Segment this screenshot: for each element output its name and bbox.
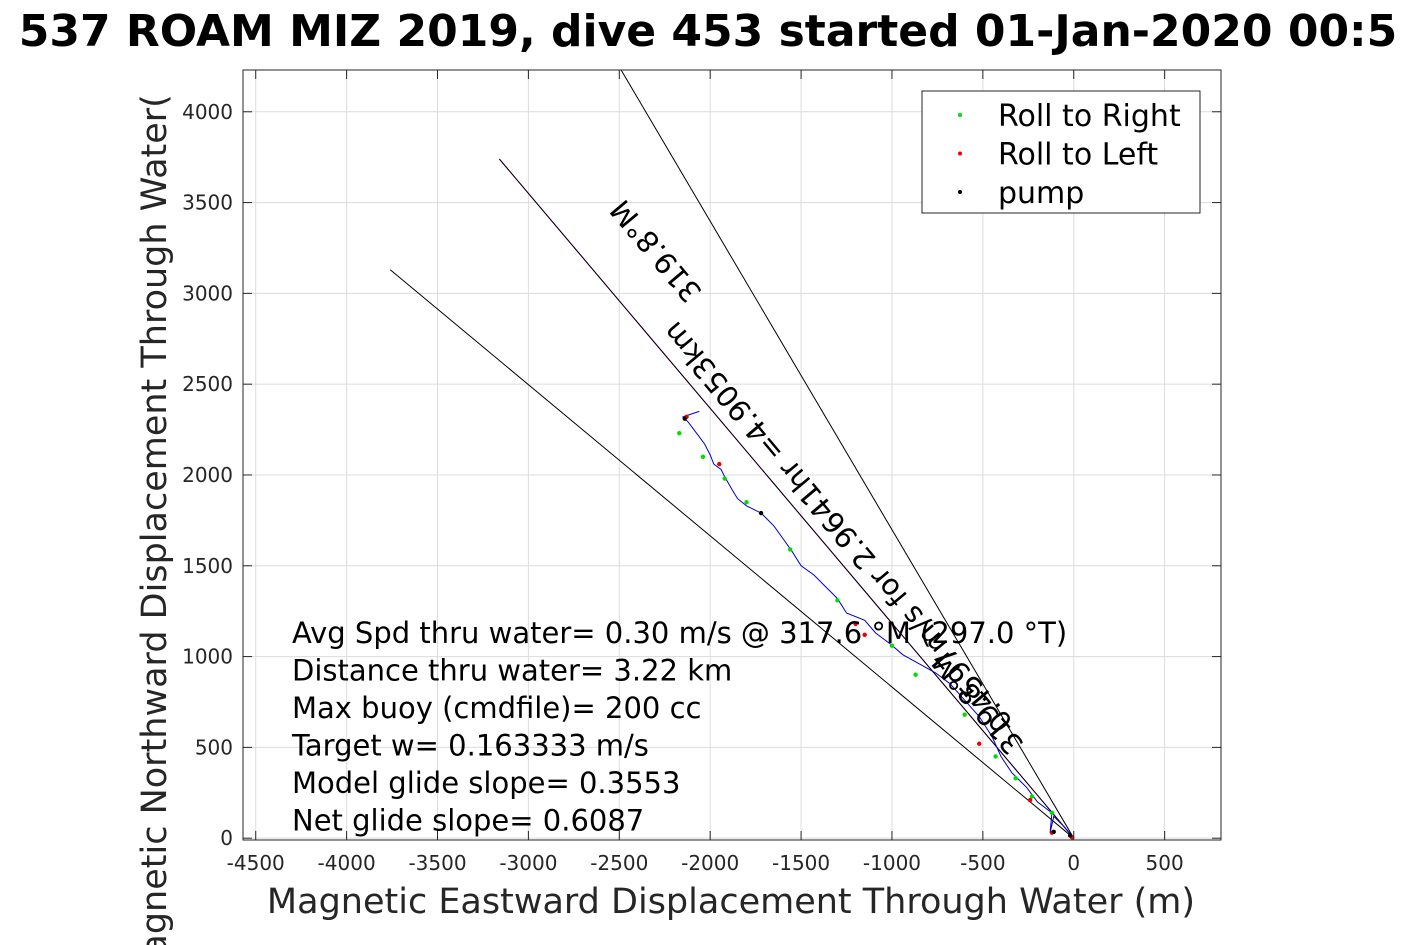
y-tick-label: 1000 (182, 645, 233, 669)
plot-frame (242, 69, 1222, 841)
roll-to-right-point (835, 598, 840, 603)
roll-to-left-point (1027, 797, 1033, 803)
x-tick-label: -2500 (590, 851, 648, 875)
legend-box (921, 90, 1201, 214)
x-tick-label: -3500 (408, 851, 466, 875)
roll-to-right-point (787, 547, 793, 552)
x-tick-label: -4500 (227, 851, 285, 875)
roll-to-left-point (862, 632, 867, 637)
legend-label: Roll to Right (998, 99, 1181, 134)
chart-title: 537 ROAM MIZ 2019, dive 453 started 01-J… (19, 6, 1398, 57)
legend-marker (958, 190, 962, 194)
y-tick-label: 1500 (182, 554, 233, 578)
roll-to-right-point (913, 672, 918, 677)
data-points (677, 414, 1075, 840)
legend-label: pump (998, 176, 1084, 211)
roll-to-left-point (977, 741, 982, 746)
reference-line (498, 158, 1075, 839)
legend-marker (958, 151, 962, 156)
x-tick-label: -2000 (681, 851, 739, 875)
axis-ticks: -4500 -4000 -3500 -3000 -2500 -2000 -1500 -1000… (182, 70, 1221, 875)
x-tick-label: -3000 (499, 851, 557, 875)
reference-line (389, 269, 1075, 839)
roll-to-right-point (1049, 810, 1055, 815)
legend-marker (958, 113, 962, 117)
info-line: Target w= 0.163333 m/s (291, 729, 649, 763)
roll-to-right-point (677, 431, 682, 436)
track-layer (681, 410, 1075, 839)
pump-point (1067, 833, 1073, 838)
roll-to-right-point (1013, 776, 1018, 781)
roll-to-left-point (717, 461, 722, 467)
info-line: Model glide slope= 0.3553 (292, 766, 680, 800)
reference-lines (389, 69, 1075, 839)
x-tick-label: -1500 (772, 851, 830, 875)
info-line: Avg Spd thru water= 0.30 m/s @ 317.6 °M … (292, 616, 1067, 650)
y-tick-label: 500 (195, 735, 233, 759)
x-tick-label: -1000 (863, 851, 921, 875)
y-tick-label: 2500 (182, 372, 233, 396)
info-line: Distance thru water= 3.22 km (292, 654, 732, 688)
roll-to-right-point (889, 643, 895, 648)
x-tick-label: 0 (1067, 851, 1080, 875)
pump-point (758, 510, 764, 516)
pump-point (682, 416, 687, 421)
info-line: Net glide slope= 0.6087 (292, 804, 644, 838)
roll-to-right-point (993, 754, 998, 759)
y-tick-label: 2000 (182, 463, 233, 487)
x-axis-label: Magnetic Eastward Displacement Through W… (267, 882, 1195, 922)
y-tick-label: 0 (220, 826, 233, 850)
y-tick-label: 3000 (182, 281, 233, 305)
info-text-block: Avg Spd thru water= 0.30 m/s @ 317.6 °M … (291, 616, 1067, 838)
roll-to-right-point (700, 454, 706, 460)
legend-label: Roll to Left (998, 138, 1158, 173)
x-tick-label: -500 (960, 851, 1005, 875)
roll-to-right-point (722, 476, 727, 481)
y-tick-label: 4000 (182, 100, 233, 124)
x-tick-label: -4000 (318, 851, 376, 875)
roll-to-right-point (744, 500, 749, 505)
roll-to-right-point (1029, 794, 1035, 799)
pump-point (1051, 829, 1056, 835)
y-tick-label: 3500 (182, 191, 233, 215)
x-tick-label: 500 (1146, 851, 1184, 875)
y-axis-label: Magnetic Northward Displacement Through … (135, 94, 175, 945)
reference-line (620, 69, 1075, 839)
dive-track-line (681, 410, 1075, 839)
roll-to-right-point (962, 712, 967, 717)
info-line: Max buoy (cmdfile)= 200 cc (292, 691, 701, 725)
roll-to-left-point (853, 621, 858, 627)
